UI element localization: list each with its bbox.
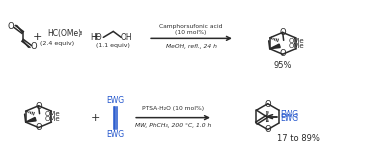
Text: O: O [264,100,271,109]
Text: O: O [35,123,42,132]
Text: (1.1 equiv): (1.1 equiv) [96,43,130,48]
Text: EWG: EWG [106,130,124,139]
Text: 95%: 95% [273,61,292,70]
Text: OH: OH [121,33,132,42]
Polygon shape [270,44,280,49]
Text: 3: 3 [78,31,82,36]
Text: +: + [91,32,101,42]
Text: O: O [8,22,14,31]
Text: O: O [264,125,271,134]
Text: OMe: OMe [45,111,60,117]
Text: O: O [279,28,286,37]
Text: OMe: OMe [289,43,304,49]
Text: +: + [91,113,100,123]
Text: |: | [270,36,271,40]
Text: (10 mol%): (10 mol%) [175,30,207,35]
Text: +: + [33,32,42,42]
Text: MW, PhCH₃, 200 °C, 1.0 h: MW, PhCH₃, 200 °C, 1.0 h [135,123,211,128]
Text: (2.4 equiv): (2.4 equiv) [40,41,74,46]
Text: OMe: OMe [289,38,304,44]
Text: EWG: EWG [280,110,299,119]
Text: EWG: EWG [106,96,124,105]
Text: Camphorsufonic acid: Camphorsufonic acid [159,24,223,29]
Text: O: O [31,42,37,51]
Text: O: O [279,49,286,58]
Text: MeOH, refl., 24 h: MeOH, refl., 24 h [166,44,217,49]
Text: O: O [35,102,42,111]
Polygon shape [26,117,36,122]
Text: HO: HO [91,33,102,42]
Text: PTSA·H₂O (10 mol%): PTSA·H₂O (10 mol%) [142,106,204,111]
Text: 17 to 89%: 17 to 89% [277,134,320,143]
Text: EWG: EWG [280,114,299,123]
Text: OMe: OMe [45,116,60,122]
Text: HC(OMe): HC(OMe) [48,29,82,38]
